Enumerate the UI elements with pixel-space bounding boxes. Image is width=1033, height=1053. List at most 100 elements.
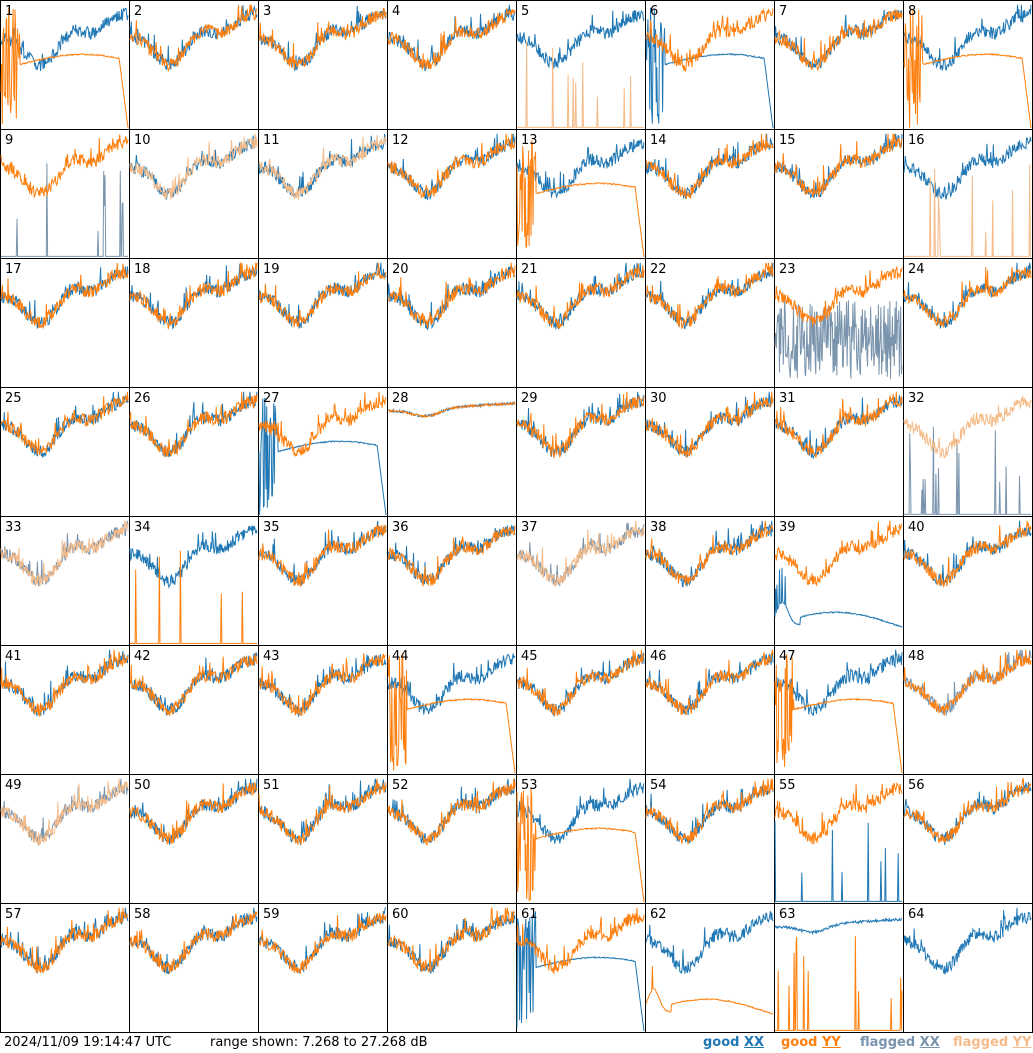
panel-41-yy-good-line	[0, 649, 129, 717]
timestamp: 2024/11/09 19:14:47 UTC	[4, 1035, 172, 1050]
panel-23-yy-good-line	[774, 266, 903, 327]
panel-52: 52	[387, 774, 517, 904]
panel-number: 9	[5, 133, 13, 148]
panel-number: 63	[779, 907, 796, 922]
panel-34-xx-good-line	[129, 525, 258, 590]
panel-number: 15	[779, 133, 796, 148]
panel-number: 34	[134, 520, 151, 535]
panel-number: 17	[5, 262, 22, 277]
panel-42: 42	[129, 645, 259, 775]
panel-number: 24	[908, 262, 925, 277]
panel-9-yy-good-line	[0, 134, 129, 199]
panel-6-xx-good-line	[645, 7, 774, 129]
panel-number: 16	[908, 133, 925, 148]
panel-number: 39	[779, 520, 796, 535]
panel-19-yy-good-line	[258, 262, 387, 328]
panel-62-xx-good-line	[645, 911, 774, 975]
panel-22-yy-good-line	[645, 262, 774, 329]
panel-number: 64	[908, 907, 925, 922]
panel-frame	[645, 129, 775, 259]
panel-48-yy-good-line	[903, 649, 1032, 716]
panel-55: 55	[774, 774, 904, 904]
range-label: range shown: 7.268 to 27.268 dB	[210, 1035, 428, 1050]
panel-number: 38	[650, 520, 667, 535]
panel-number: 40	[908, 520, 925, 535]
panel-number: 54	[650, 778, 667, 793]
panel-number: 10	[134, 133, 151, 148]
panel-25-yy-good-line	[0, 391, 129, 455]
panel-number: 41	[5, 649, 22, 664]
panel-23-xx-flagged-line	[774, 298, 903, 380]
panel-25: 25	[0, 387, 130, 517]
panel-34-yy-good-line	[130, 550, 257, 644]
panel-43-yy-good-line	[258, 653, 386, 716]
panel-number: 14	[650, 133, 667, 148]
panel-49: 49	[0, 774, 130, 904]
panel-28: 28	[387, 387, 517, 517]
panel-44: 44	[387, 645, 517, 775]
panel-63: 63	[774, 903, 904, 1033]
panel-number: 5	[521, 4, 529, 19]
panel-number: 53	[521, 778, 538, 793]
panel-20-yy-good-line	[387, 262, 516, 329]
panel-36-yy-good-line	[387, 525, 516, 587]
panel-26-yy-good-line	[129, 391, 258, 457]
panel-10: 10	[129, 129, 259, 259]
panel-54: 54	[645, 774, 775, 904]
panel-38-yy-good-line	[645, 520, 774, 586]
panel-number: 62	[650, 907, 667, 922]
panel-33: 33	[0, 516, 130, 646]
panel-9: 9	[0, 129, 130, 259]
panel-14: 14	[645, 129, 775, 259]
panel-number: 33	[5, 520, 22, 535]
panel-number: 11	[263, 133, 280, 148]
panel-39-yy-good-line	[774, 520, 903, 587]
panel-39-xx-good-line	[774, 567, 903, 628]
panel-number: 44	[392, 649, 409, 664]
panel-8-xx-good-line	[903, 4, 1032, 72]
panel-27: 27	[258, 387, 388, 517]
panel-17: 17	[0, 258, 130, 388]
panel-number: 36	[392, 520, 409, 535]
panel-53-xx-good-line	[516, 778, 645, 844]
panel-number: 29	[521, 391, 538, 406]
panel-number: 61	[521, 907, 538, 922]
panel-19: 19	[258, 258, 388, 388]
panel-number: 43	[263, 649, 280, 664]
panel-50-yy-good-line	[129, 782, 258, 845]
panel-31: 31	[774, 387, 904, 517]
panel-37: 37	[516, 516, 646, 646]
legend-flagged-xx: flagged XX	[860, 1035, 940, 1050]
panel-24: 24	[903, 258, 1033, 388]
panel-59: 59	[258, 903, 388, 1033]
panel-35-yy-good-line	[258, 523, 387, 587]
panel-number: 1	[5, 4, 13, 19]
panel-frame	[903, 774, 1033, 904]
panel-29: 29	[516, 387, 646, 517]
panel-49-yy-flagged-line	[0, 778, 129, 845]
panel-58-yy-good-line	[129, 910, 258, 974]
panel-31-yy-good-line	[774, 391, 903, 458]
panel-45: 45	[516, 645, 646, 775]
panel-number: 28	[392, 391, 409, 406]
panel-16-yy-flagged-line	[904, 164, 1031, 257]
panel-55-yy-good-line	[774, 781, 903, 845]
panel-number: 13	[521, 133, 538, 148]
panel-number: 2	[134, 4, 142, 19]
panel-37-yy-flagged-line	[516, 520, 645, 588]
panel-14-xx-good-line	[645, 133, 774, 199]
panel-42-yy-good-line	[129, 653, 258, 716]
panel-47: 47	[774, 645, 904, 775]
panel-56-yy-good-line	[903, 778, 1032, 844]
panel-2-yy-good-line	[129, 4, 258, 72]
panel-26: 26	[129, 387, 259, 517]
panel-6-yy-good-line	[645, 8, 774, 72]
panel-47-xx-good-line	[774, 649, 903, 717]
panel-30-yy-good-line	[645, 391, 774, 458]
panel-62: 62	[645, 903, 775, 1033]
panel-45-yy-good-line	[516, 649, 645, 716]
panel-5: 5	[516, 0, 646, 130]
panel-number: 42	[134, 649, 151, 664]
panel-2: 2	[129, 0, 259, 130]
